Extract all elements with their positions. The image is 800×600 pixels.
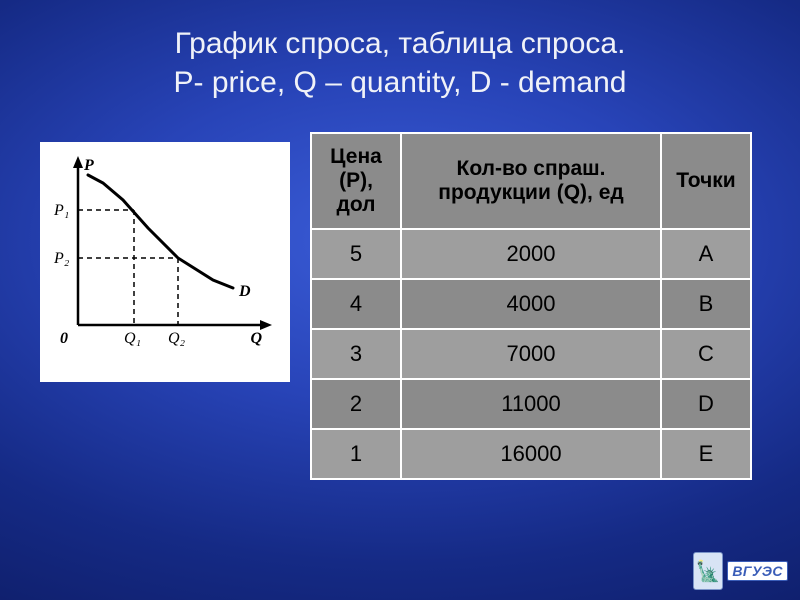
demand-table: Цена (P), дол Кол-во спраш. продукции (Q…: [310, 132, 752, 480]
table-cell: 4: [311, 279, 401, 329]
table-row: 44000B: [311, 279, 751, 329]
table-cell: 7000: [401, 329, 661, 379]
table-cell: A: [661, 229, 751, 279]
logo: 🗽 ВГУЭС: [693, 552, 788, 590]
slide-title: График спроса, таблица спроса. P- price,…: [0, 0, 800, 102]
logo-text: ВГУЭС: [727, 561, 788, 581]
svg-text:Q₁: Q₁: [124, 330, 141, 347]
logo-seal-icon: 🗽: [693, 552, 723, 590]
table-cell: 3: [311, 329, 401, 379]
table-row: 116000E: [311, 429, 751, 479]
table-cell: 4000: [401, 279, 661, 329]
svg-text:P₁: P₁: [53, 202, 69, 219]
col-points: Точки: [661, 133, 751, 229]
chart-svg: P Q 0 P₁ P₂ Q₁ Q₂ D: [48, 150, 282, 374]
title-line-2: P- price, Q – quantity, D - demand: [174, 66, 627, 99]
table-cell: 2000: [401, 229, 661, 279]
table-header-row: Цена (P), дол Кол-во спраш. продукции (Q…: [311, 133, 751, 229]
table-row: 37000C: [311, 329, 751, 379]
table-cell: 5: [311, 229, 401, 279]
table-cell: 1: [311, 429, 401, 479]
table-cell: D: [661, 379, 751, 429]
content-area: P Q 0 P₁ P₂ Q₁ Q₂ D Цена (P), дол Кол-во спраш.…: [0, 102, 800, 480]
svg-text:P: P: [83, 157, 94, 174]
svg-text:D: D: [238, 283, 251, 300]
table-cell: 2: [311, 379, 401, 429]
svg-text:P₂: P₂: [53, 250, 70, 267]
table-cell: 16000: [401, 429, 661, 479]
table-row: 211000D: [311, 379, 751, 429]
demand-chart: P Q 0 P₁ P₂ Q₁ Q₂ D: [40, 142, 290, 382]
col-quantity: Кол-во спраш. продукции (Q), ед: [401, 133, 661, 229]
table-body: 52000A44000B37000C211000D116000E: [311, 229, 751, 479]
table-cell: C: [661, 329, 751, 379]
table-cell: B: [661, 279, 751, 329]
svg-text:0: 0: [60, 330, 68, 347]
table-row: 52000A: [311, 229, 751, 279]
svg-text:Q: Q: [250, 330, 262, 347]
col-price: Цена (P), дол: [311, 133, 401, 229]
title-line-1: График спроса, таблица спроса.: [175, 27, 626, 60]
table-cell: E: [661, 429, 751, 479]
table-cell: 11000: [401, 379, 661, 429]
svg-text:Q₂: Q₂: [168, 330, 186, 347]
